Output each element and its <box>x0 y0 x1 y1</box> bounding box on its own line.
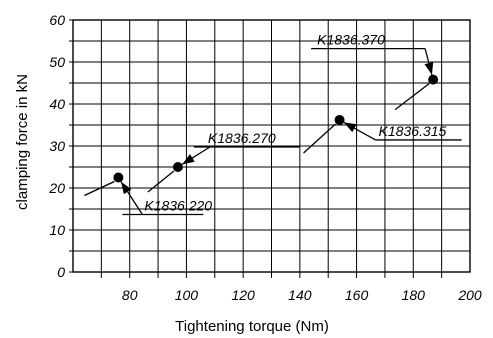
x-tick-label: 80 <box>122 287 138 303</box>
data-point <box>334 114 345 125</box>
grid <box>69 19 470 278</box>
leader-line-incoming <box>394 83 430 111</box>
tick-labels: 0 10 20 30 40 50 60 80 100 120 140 160 180 200 <box>48 12 481 303</box>
leader-line-incoming <box>84 180 115 197</box>
data-point <box>172 162 183 172</box>
point-label: K1836.370 <box>317 32 385 48</box>
y-tick-label: 20 <box>48 180 65 196</box>
leader-lines <box>84 47 462 216</box>
x-tick-label: 140 <box>288 287 312 303</box>
plot-frame <box>72 19 471 273</box>
x-tick-label: 180 <box>402 287 426 303</box>
x-tick-label: 120 <box>231 287 255 303</box>
leader-line-incoming <box>303 123 336 154</box>
y-tick-label: 10 <box>49 222 65 238</box>
y-tick-label: 60 <box>49 12 65 28</box>
point-label: K1836.220 <box>144 198 212 214</box>
y-tick-label: 30 <box>49 138 65 154</box>
y-tick-label: 40 <box>49 96 65 112</box>
point-label: K1836.270 <box>208 130 276 146</box>
x-tick-label: 200 <box>457 287 482 303</box>
point-labels: K1836.220 K1836.270 K1836.315 K1836.370 <box>144 32 446 214</box>
x-tick-label: 100 <box>175 287 199 303</box>
x-tick-label: 160 <box>345 287 369 303</box>
y-tick-label: 0 <box>57 264 65 280</box>
data-points <box>113 74 439 183</box>
point-label: K1836.315 <box>379 123 447 139</box>
data-point <box>113 172 124 183</box>
arrow-head <box>424 62 434 75</box>
leader-line-incoming <box>147 170 175 193</box>
arrow-head <box>343 122 357 133</box>
y-axis-label: clamping force in kN <box>14 74 31 210</box>
data-point <box>428 74 439 85</box>
y-tick-label: 50 <box>49 54 65 70</box>
arrow-head <box>121 181 132 195</box>
arrow-head <box>182 154 195 165</box>
x-axis-label: Tightening torque (Nm) <box>175 318 329 335</box>
